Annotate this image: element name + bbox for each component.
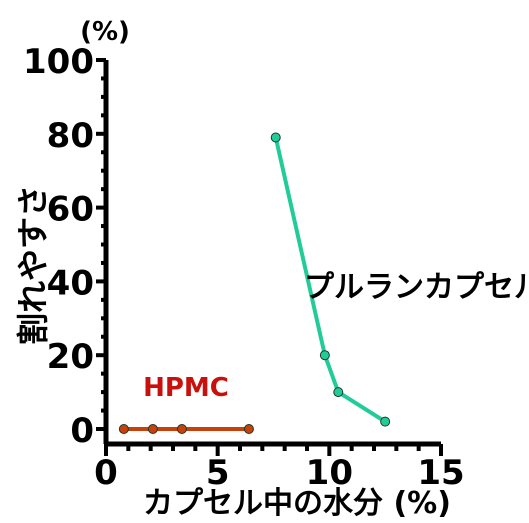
series-label-pullulan: プルランカプセル [304, 270, 529, 305]
x-tick-label: 0 [94, 453, 118, 493]
x-ticks: 0 5 10 15 [94, 444, 465, 493]
x-tick-label: 5 [206, 453, 230, 493]
data-point [147, 424, 158, 434]
data-point [380, 416, 391, 427]
y-axis-label: 割れやすさ [14, 185, 52, 345]
series-layer [118, 132, 391, 434]
y-tick-label: 0 [70, 411, 94, 451]
x-tick-label: 10 [306, 453, 353, 493]
data-point [176, 424, 187, 434]
y-tick-label: 40 [47, 263, 94, 303]
data-point [333, 387, 344, 398]
y-tick-label: 80 [47, 116, 94, 156]
series-line-1 [273, 135, 388, 424]
y-ticks: 0 20 40 60 80 100 [23, 42, 106, 451]
data-point [118, 424, 129, 434]
y-tick-label: 20 [47, 337, 94, 377]
y-tick-label: 100 [23, 42, 94, 82]
x-tick-label: 15 [417, 453, 464, 493]
series-label-hpmc: HPMC [143, 373, 229, 403]
x-axis-label: カプセル中の水分 (%) [143, 486, 451, 521]
data-point [243, 424, 254, 434]
data-point [319, 350, 330, 361]
data-point [270, 132, 281, 143]
y-unit-label: (%) [80, 17, 130, 47]
y-tick-label: 60 [47, 190, 94, 230]
